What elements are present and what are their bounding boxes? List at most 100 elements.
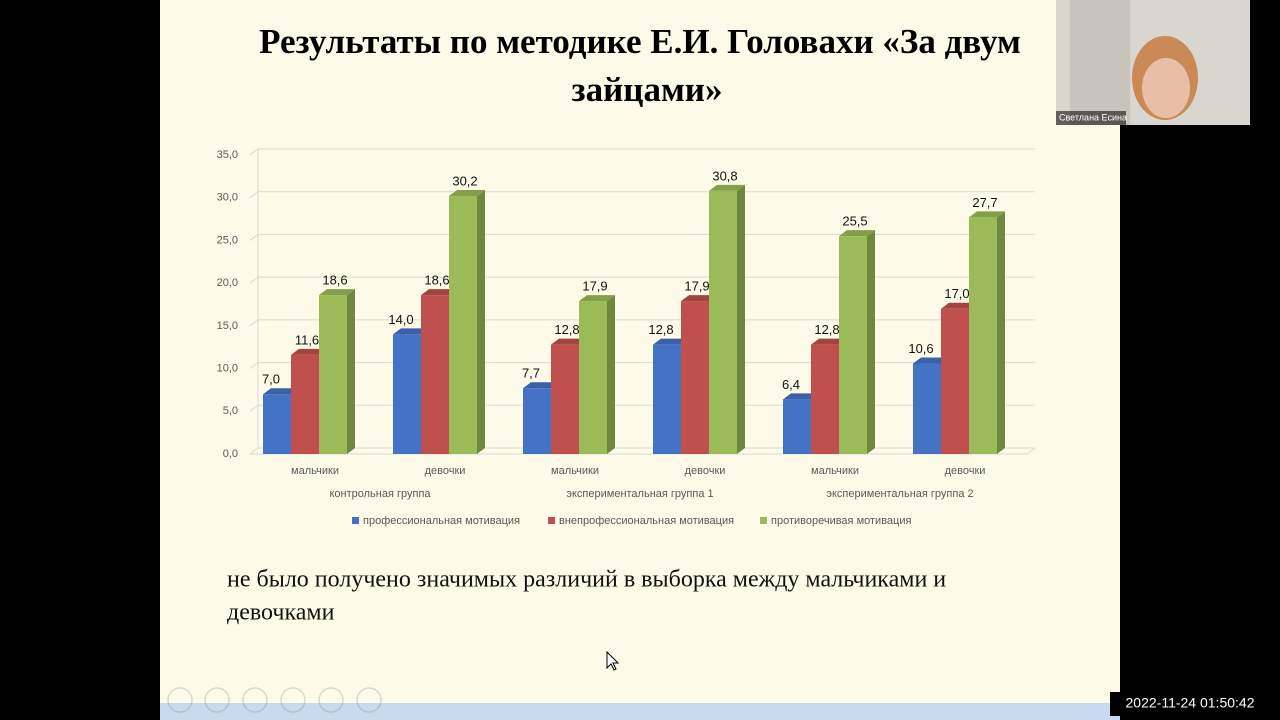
toolbar-slides[interactable] bbox=[280, 687, 306, 713]
bar bbox=[319, 289, 355, 454]
grid-line bbox=[249, 148, 1035, 156]
bottom-strip bbox=[160, 703, 1120, 720]
value-label: 12,8 bbox=[554, 322, 579, 337]
value-label: 7,0 bbox=[262, 372, 280, 387]
y-tick-label: 20,0 bbox=[217, 277, 238, 289]
bar bbox=[579, 295, 615, 454]
bar-top bbox=[449, 190, 485, 197]
legend-label: внепрофессиональная мотивация bbox=[559, 515, 734, 527]
bar-front bbox=[449, 196, 477, 454]
toolbar-zoom[interactable] bbox=[318, 687, 344, 713]
value-label: 12,8 bbox=[648, 322, 673, 337]
y-tick-label: 0,0 bbox=[223, 448, 238, 460]
mouse-cursor bbox=[606, 650, 620, 671]
y-tick-label: 15,0 bbox=[217, 320, 238, 332]
x-tick-label: девочки bbox=[685, 465, 726, 477]
slide-toolbar bbox=[167, 687, 382, 713]
slide-title: зайцами» bbox=[572, 70, 723, 109]
webcam-tile: Светлана Есина bbox=[1056, 0, 1250, 125]
name-bg bbox=[1056, 111, 1126, 125]
timestamp-bg bbox=[1110, 692, 1270, 716]
legend-label: противоречивая мотивация bbox=[771, 515, 911, 527]
bar-front bbox=[421, 295, 449, 454]
grid-line bbox=[249, 319, 1035, 327]
bar bbox=[969, 211, 1005, 454]
bar-top bbox=[913, 357, 949, 364]
bar-side bbox=[867, 230, 875, 454]
slide-caption: девочками bbox=[227, 600, 335, 626]
webcam-background bbox=[1070, 0, 1130, 125]
bar-front bbox=[969, 217, 997, 454]
bar-top bbox=[263, 388, 299, 395]
grid-line bbox=[249, 191, 1035, 199]
floor bbox=[250, 447, 1036, 455]
bar-front bbox=[709, 190, 737, 454]
slide-title: Результаты по методике Е.И. Головахи «За… bbox=[259, 22, 1021, 61]
bar-top bbox=[811, 338, 847, 345]
bar-front bbox=[393, 334, 421, 454]
x-tick-label: девочки bbox=[945, 465, 986, 477]
bar-front bbox=[783, 399, 811, 454]
bar-front bbox=[263, 394, 291, 454]
x-tick-label: девочки bbox=[425, 465, 466, 477]
x-tick-label: мальчики bbox=[811, 465, 859, 477]
toolbar-more[interactable] bbox=[356, 687, 382, 713]
bar-front bbox=[811, 344, 839, 454]
legend-swatch bbox=[548, 517, 555, 524]
toolbar-back[interactable] bbox=[167, 687, 193, 713]
y-tick-label: 35,0 bbox=[217, 149, 238, 161]
value-label: 17,9 bbox=[684, 279, 709, 294]
bar bbox=[709, 184, 745, 454]
bar-top bbox=[653, 338, 689, 345]
value-label: 10,6 bbox=[908, 341, 933, 356]
x-tick-label: мальчики bbox=[291, 465, 339, 477]
bar-top bbox=[421, 289, 457, 296]
y-tick-label: 10,0 bbox=[217, 362, 238, 374]
grid-line bbox=[249, 447, 1035, 455]
bar-top bbox=[393, 328, 429, 335]
group-label: экспериментальная группа 2 bbox=[826, 488, 973, 500]
group-label: экспериментальная группа 1 bbox=[566, 488, 713, 500]
bar-top bbox=[523, 382, 559, 389]
bar-side bbox=[737, 184, 745, 454]
bar-top bbox=[709, 184, 745, 191]
bar-top bbox=[319, 289, 355, 296]
bar-front bbox=[579, 301, 607, 454]
bar-top bbox=[839, 230, 875, 237]
toolbar-pen[interactable] bbox=[242, 687, 268, 713]
timestamp: 2022-11-24 01:50:42 bbox=[1126, 695, 1255, 711]
value-label: 25,5 bbox=[842, 214, 867, 229]
bar-front bbox=[839, 236, 867, 454]
value-label: 17,0 bbox=[944, 286, 969, 301]
bar-top bbox=[969, 211, 1005, 218]
value-label: 6,4 bbox=[782, 377, 800, 392]
bar bbox=[449, 190, 485, 454]
bar-top bbox=[681, 295, 717, 302]
y-tick-label: 25,0 bbox=[217, 234, 238, 246]
grid-line bbox=[249, 362, 1035, 369]
toolbar-forward[interactable] bbox=[204, 687, 230, 713]
legend-swatch bbox=[760, 517, 767, 524]
value-label: 11,6 bbox=[295, 332, 319, 347]
bar-front bbox=[653, 344, 681, 454]
y-tick-label: 5,0 bbox=[223, 405, 238, 417]
bar-front bbox=[319, 295, 347, 454]
slide-caption: не было получено значимых различий в выб… bbox=[227, 567, 946, 593]
bar-side bbox=[477, 190, 485, 454]
bar-top bbox=[783, 393, 819, 400]
bar-front bbox=[681, 301, 709, 454]
chart: 0,0 5,0 10,0 15,0 20,0 25,0 30,0 35,0 мальчики 7,… bbox=[217, 148, 1036, 527]
bar-top bbox=[291, 348, 327, 355]
legend-label: профессиональная мотивация bbox=[363, 515, 520, 527]
value-label: 18,6 bbox=[424, 273, 449, 288]
bar-front bbox=[551, 344, 579, 454]
bar-front bbox=[941, 308, 969, 454]
bar-side bbox=[347, 289, 355, 454]
bar-top bbox=[941, 302, 977, 309]
participant-name: Светлана Есина bbox=[1059, 112, 1127, 122]
value-label: 30,2 bbox=[452, 173, 477, 188]
bar-side bbox=[607, 295, 615, 454]
x-tick-label: мальчики bbox=[551, 465, 599, 477]
